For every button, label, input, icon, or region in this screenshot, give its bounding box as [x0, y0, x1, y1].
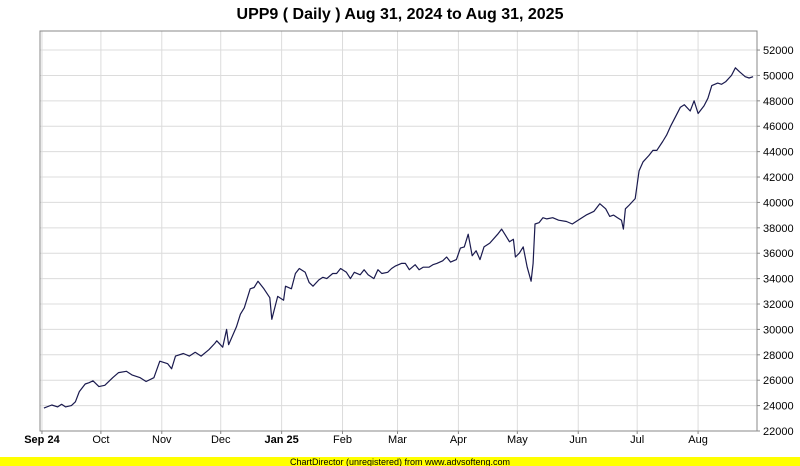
x-tick-label: Jan 25 [264, 434, 298, 446]
x-tick-label: Sep 24 [24, 434, 60, 446]
y-tick-label: 26000 [763, 375, 794, 387]
x-tick-label: Apr [450, 434, 467, 446]
x-tick-label: Mar [388, 434, 407, 446]
x-tick-label: Jul [630, 434, 644, 446]
x-tick-label: Oct [92, 434, 109, 446]
price-series-line [43, 67, 754, 409]
footer-bar [0, 457, 800, 466]
footer-credit: ChartDirector (unregistered) from www.ad… [290, 457, 510, 466]
y-tick-label: 22000 [763, 426, 794, 438]
y-tick-label: 36000 [763, 248, 794, 260]
y-tick-label: 40000 [763, 197, 794, 209]
y-tick-label: 34000 [763, 274, 794, 286]
plot-area [39, 30, 758, 432]
x-tick-label: Nov [152, 434, 172, 446]
y-tick-label: 50000 [763, 70, 794, 82]
x-tick-label: May [507, 434, 528, 446]
y-axis: 22000 24000 26000 28000 30000 32000 34000 36000… [757, 45, 794, 438]
y-tick-label: 42000 [763, 172, 794, 184]
y-tick-label: 46000 [763, 121, 794, 133]
grid [40, 31, 757, 432]
y-tick-label: 38000 [763, 223, 794, 235]
y-tick-label: 28000 [763, 350, 794, 362]
x-tick-label: Feb [333, 434, 352, 446]
y-tick-label: 32000 [763, 299, 794, 311]
x-tick-label: Aug [688, 434, 708, 446]
y-tick-label: 48000 [763, 96, 794, 108]
x-tick-label: Jun [569, 434, 587, 446]
y-tick-label: 24000 [763, 401, 794, 413]
y-tick-label: 44000 [763, 147, 794, 159]
x-tick-label: Dec [211, 434, 231, 446]
y-tick-label: 52000 [763, 45, 794, 57]
x-axis: Sep 24 Oct Nov Dec Jan 25 Feb Mar Apr May Jun Jul A… [24, 431, 708, 446]
y-tick-label: 30000 [763, 324, 794, 336]
chart-title: UPP9 ( Daily ) Aug 31, 2024 to Aug 31, 2… [237, 6, 564, 23]
